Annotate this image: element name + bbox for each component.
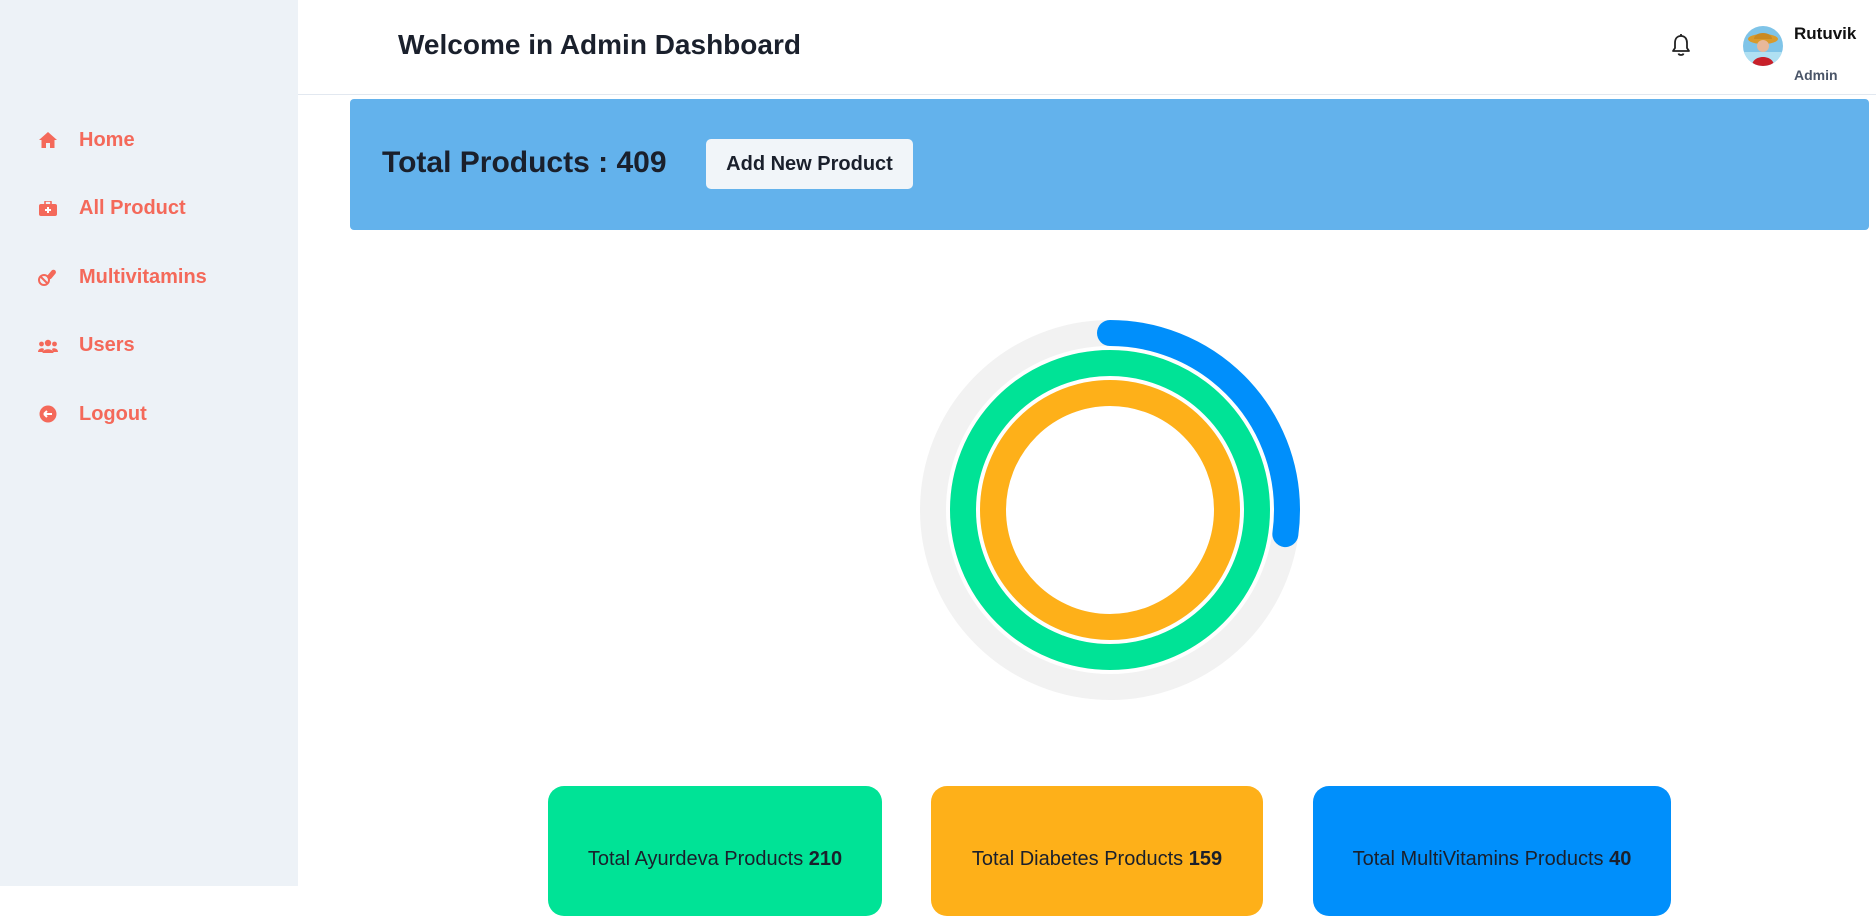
bell-icon[interactable] xyxy=(1670,33,1692,57)
user-name: Rutuvik xyxy=(1794,24,1857,43)
sidebar-item-label: Home xyxy=(79,128,135,151)
top-bar: Welcome in Admin Dashboard Rutuvik Admin xyxy=(298,0,1876,95)
user-role: Admin xyxy=(1794,67,1838,83)
sidebar-item-label: Multivitamins xyxy=(79,265,207,288)
sidebar-item-label: Logout xyxy=(79,402,147,425)
stat-card-ayurdeva: Total Ayurdeva Products 210 xyxy=(548,786,882,916)
total-products-banner: Total Products : 409 Add New Product xyxy=(350,99,1869,230)
stat-card-value: 210 xyxy=(808,848,843,870)
users-icon xyxy=(38,336,58,356)
add-new-product-button[interactable]: Add New Product xyxy=(706,139,913,189)
sidebar-item-label: All Product xyxy=(79,197,186,220)
medkit-icon xyxy=(38,199,58,219)
stat-card-text: Total Ayurdeva Products 210 xyxy=(548,848,882,871)
stat-card-text: Total MultiVitamins Products 40 xyxy=(1313,848,1671,871)
sidebar-item-all-product[interactable]: All Product xyxy=(0,175,298,244)
sidebar-item-users[interactable]: Users xyxy=(0,312,298,381)
avatar[interactable] xyxy=(1743,26,1783,66)
stat-card-value: 159 xyxy=(1188,848,1223,870)
sidebar-item-home[interactable]: Home xyxy=(0,106,298,175)
stat-card-multivitamins: Total MultiVitamins Products 40 xyxy=(1313,786,1671,916)
sidebar-nav: Home All Product Multivitamins Users Log… xyxy=(0,106,298,449)
sidebar-item-label: Users xyxy=(79,334,135,357)
total-products-label: Total Products : 409 xyxy=(382,146,667,179)
stat-card-label: Total Diabetes Products xyxy=(971,848,1184,870)
page-title: Welcome in Admin Dashboard xyxy=(398,29,801,60)
sidebar-item-logout[interactable]: Logout xyxy=(0,380,298,449)
chart-bar xyxy=(950,350,1270,670)
stat-card-label: Total MultiVitamins Products xyxy=(1352,848,1604,870)
radial-bar-chart xyxy=(920,320,1300,700)
stat-card-text: Total Diabetes Products 159 xyxy=(931,848,1263,871)
stat-card-value: 40 xyxy=(1609,848,1632,870)
chart-bar xyxy=(920,320,1300,700)
chart-bars xyxy=(920,320,1300,700)
pills-icon xyxy=(38,267,58,287)
sidebar: Home All Product Multivitamins Users Log… xyxy=(0,0,298,886)
sidebar-item-multivitamins[interactable]: Multivitamins xyxy=(0,243,298,312)
chart-bar xyxy=(980,380,1240,640)
home-icon xyxy=(38,130,58,150)
logout-icon xyxy=(38,404,58,424)
stat-card-label: Total Ayurdeva Products xyxy=(587,848,804,870)
stat-card-diabetes: Total Diabetes Products 159 xyxy=(931,786,1263,916)
